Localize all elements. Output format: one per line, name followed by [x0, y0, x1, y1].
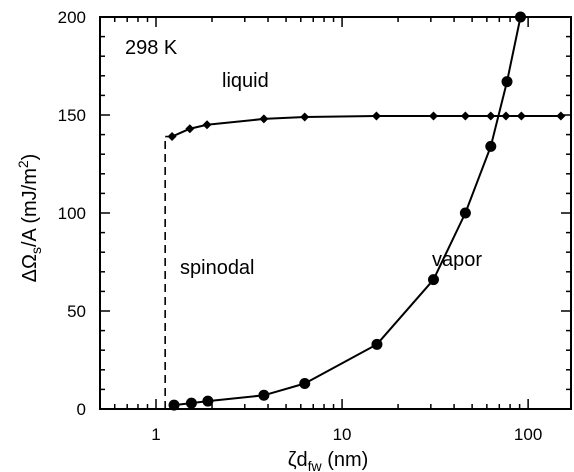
vapor-point — [459, 207, 471, 219]
vapor-point — [168, 399, 180, 411]
y-tick-label: 100 — [58, 204, 86, 223]
vapor-point — [202, 395, 214, 407]
x-tick-label: 10 — [333, 425, 352, 444]
y-tick-label: 0 — [77, 400, 86, 419]
vapor-point — [371, 338, 383, 350]
y-axis-title: ΔΩs/A (mJ/m2) — [15, 154, 44, 283]
liquid-point — [300, 112, 310, 122]
liquid-point — [501, 111, 511, 121]
tick-labels: 1 10 100 0 50 100 150 200 — [58, 8, 543, 444]
y-tick-label: 200 — [58, 8, 86, 27]
vapor-point — [501, 76, 513, 88]
vapor-point — [485, 140, 497, 152]
series-liquid — [167, 111, 566, 142]
y-tick-label: 50 — [67, 302, 86, 321]
x-axis-title: ζdfw (nm) — [288, 449, 369, 472]
annotation-spinodal: spinodal — [180, 257, 255, 279]
liquid-point — [486, 111, 496, 121]
series-layer — [164, 11, 566, 411]
x-tick-label: 1 — [151, 425, 160, 444]
axis-ticks — [99, 16, 571, 410]
vapor-point — [258, 389, 270, 401]
y-tick-label: 150 — [58, 106, 86, 125]
liquid-point — [202, 120, 212, 130]
liquid-point — [167, 132, 177, 142]
liquid-point — [185, 124, 195, 134]
annotation-liquid: liquid — [222, 70, 269, 92]
plot-frame — [99, 16, 572, 410]
series-vapor — [168, 11, 527, 411]
vapor-point — [427, 274, 439, 286]
annotation-vapor: vapor — [432, 249, 482, 271]
vapor-point — [299, 378, 311, 390]
annotation-temperature: 298 K — [125, 37, 178, 59]
liquid-point — [259, 114, 269, 124]
liquid-point — [371, 111, 381, 121]
series-line-liquid — [171, 114, 561, 138]
vapor-point — [185, 397, 197, 409]
x-tick-label: 100 — [514, 425, 542, 444]
liquid-point — [556, 111, 566, 121]
liquid-point — [460, 111, 470, 121]
liquid-point — [428, 111, 438, 121]
liquid-point — [516, 111, 526, 121]
